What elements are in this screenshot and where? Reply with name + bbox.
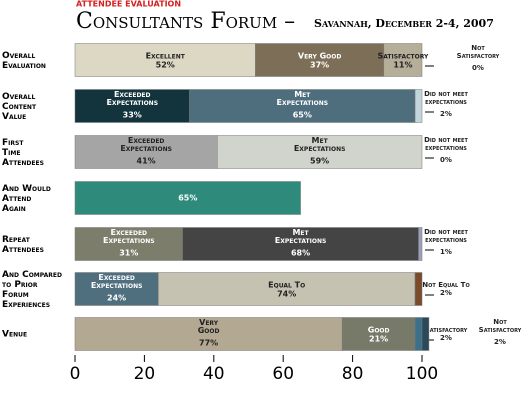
segment-name: Very Good	[298, 52, 341, 61]
bar-segment	[255, 43, 385, 77]
outside-name: Did not meet expectations	[424, 90, 468, 106]
segment-name: Exceeded Expectations	[91, 273, 143, 290]
bar-segment	[74, 317, 343, 351]
x-tick-label: 40	[203, 364, 225, 384]
row-label: First Time Attendees	[2, 138, 44, 168]
x-tick-label: 100	[406, 364, 438, 384]
bar-segment	[414, 317, 423, 351]
bar-segment	[74, 227, 183, 261]
row-label: And Would Attend Again	[2, 184, 51, 214]
value-label: 65%	[293, 111, 312, 120]
value-label: 74%	[277, 290, 296, 299]
segment-name: Met Expectations	[276, 90, 328, 107]
bar-segment	[74, 135, 218, 169]
value-label: 21%	[369, 335, 388, 344]
outside-name: Did not meet expectations	[424, 228, 468, 244]
segment-name: Met Expectations	[275, 228, 327, 245]
outside-value: 1%	[440, 248, 452, 256]
x-tick-label: 60	[272, 364, 294, 384]
segment-name: Met Expectations	[294, 136, 346, 153]
value-label: 31%	[119, 249, 138, 258]
bar-segment	[217, 135, 423, 169]
value-label: 52%	[156, 61, 175, 70]
value-label: 77%	[199, 339, 218, 348]
segment-name: Good	[368, 326, 390, 335]
segment-name: Excellent	[146, 52, 186, 61]
outside-name: Not Satisfactory	[479, 318, 522, 334]
outside-value: 2%	[494, 338, 506, 346]
x-tick-label: 80	[342, 364, 364, 384]
value-label: 24%	[107, 294, 126, 303]
bar-segment	[341, 317, 416, 351]
bar-segment	[74, 272, 159, 306]
outside-name: Did not meet expectations	[424, 136, 468, 152]
value-label: 68%	[291, 249, 310, 258]
chart-title: Consultants Forum –	[76, 9, 295, 34]
bar-segment	[74, 181, 301, 215]
segment-name: Very Good	[198, 318, 220, 335]
kicker: ATTENDEE EVALUATION	[76, 0, 181, 9]
segment-name: Exceeded Expectations	[103, 228, 155, 245]
x-tick-label: 20	[134, 364, 156, 384]
segment-name: Exceeded Expectations	[106, 90, 158, 107]
row-label: Overall Evaluation	[2, 51, 46, 71]
value-label: 33%	[123, 111, 142, 120]
value-label: 59%	[310, 157, 329, 166]
outside-name: Not Equal To	[422, 281, 469, 289]
segment-name: Exceeded Expectations	[120, 136, 172, 153]
value-label: 65%	[178, 194, 197, 203]
row-label: Overall Content Value	[2, 92, 37, 122]
value-label: 37%	[310, 61, 329, 70]
bar-segment	[158, 272, 416, 306]
row-label: And Compared to Prior Forum Experiences	[2, 270, 62, 310]
outside-value: 2%	[440, 334, 452, 342]
outside-value: 2%	[440, 289, 452, 297]
chart-subtitle: Savannah, December 2-4, 2007	[314, 17, 494, 30]
value-label: 11%	[393, 61, 412, 70]
bar-segment	[383, 43, 423, 77]
row-label: Venue	[2, 330, 27, 340]
segment-name: Satisfactory	[377, 52, 429, 61]
outside-name: Satisfactory	[425, 326, 468, 334]
outside-value: 2%	[440, 110, 452, 118]
outside-value: 0%	[440, 156, 452, 164]
outside-name: Not Satisfactory	[457, 44, 500, 60]
bar-segment	[418, 227, 423, 261]
row-label: Repeat Attendees	[2, 235, 44, 255]
x-tick-label: 0	[70, 364, 81, 384]
segment-name: Equal To	[268, 281, 305, 290]
value-label: 41%	[137, 157, 156, 166]
bar-segment	[421, 317, 430, 351]
bar-segment	[74, 43, 256, 77]
outside-value: 0%	[472, 64, 484, 72]
bar-segment	[414, 272, 423, 306]
bar-segment	[414, 89, 423, 123]
